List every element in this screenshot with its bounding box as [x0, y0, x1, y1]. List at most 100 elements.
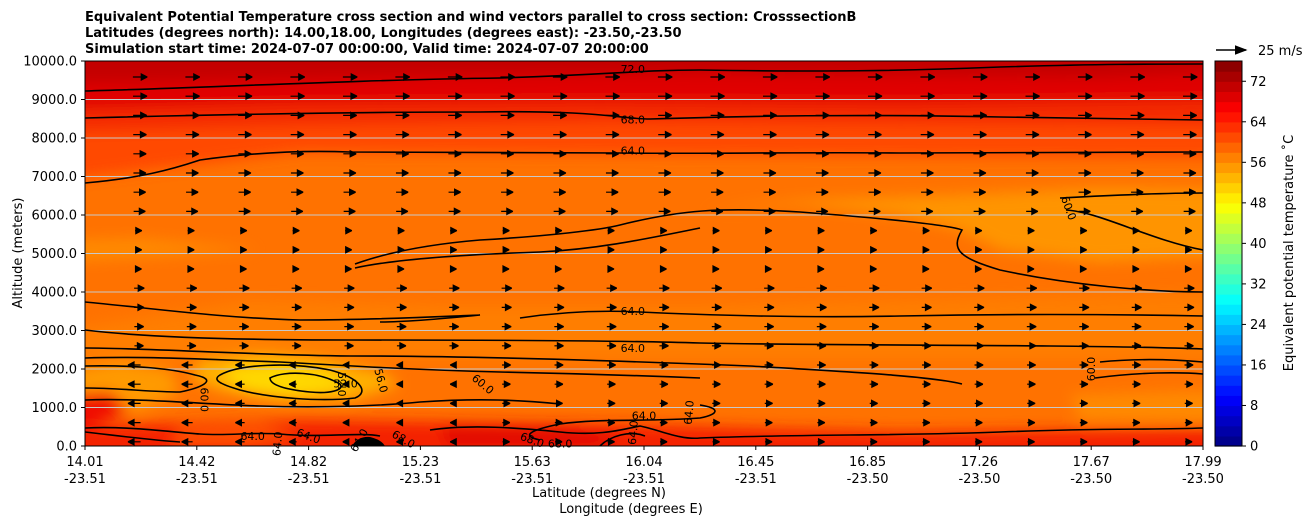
wind-vector: [1184, 380, 1194, 389]
wind-vector: [290, 169, 304, 177]
x-tick-label-lon: -23.50: [1070, 472, 1112, 487]
wind-vector: [448, 130, 462, 139]
colorbar-segment: [1215, 435, 1242, 447]
wind-vector: [973, 188, 986, 197]
contour-64-upper: [85, 150, 1203, 184]
wind-vector: [1078, 111, 1092, 120]
wind-vector: [973, 130, 987, 139]
contour-label: 64.0: [682, 400, 697, 426]
wind-vector: [1078, 149, 1092, 158]
colorbar-segment: [1215, 61, 1242, 72]
wind-vector: [291, 322, 302, 331]
x-tick-label-lat: 14.82: [290, 455, 327, 470]
wind-vector: [553, 207, 566, 216]
wind-vector: [395, 169, 409, 177]
wind-vector: [240, 245, 247, 254]
colorbar-segment: [1215, 121, 1242, 133]
wind-vector: [1079, 380, 1089, 389]
wind-vector: [658, 92, 673, 101]
wind-vector: [870, 245, 877, 254]
contour-label: 52.0: [335, 372, 348, 397]
wind-vector: [1185, 245, 1192, 254]
contour-label: 64.0: [621, 305, 646, 318]
contour-64-low: [85, 398, 561, 408]
wind-vector: [658, 111, 672, 120]
wind-vector: [607, 361, 616, 369]
wind-vector: [290, 111, 305, 120]
wind-vector: [1131, 322, 1142, 331]
colorbar-tick-label: 32: [1250, 277, 1267, 292]
colorbar-segment: [1215, 101, 1242, 113]
contour-60-right-top: [1059, 192, 1203, 199]
wind-vector: [920, 111, 935, 120]
wind-vector: [554, 418, 563, 427]
wind-vector: [288, 437, 297, 446]
wind-vector: [185, 149, 199, 158]
wind-vector: [133, 207, 146, 216]
wind-vector: [868, 207, 881, 216]
colorbar-segment: [1215, 294, 1242, 305]
wind-vector: [1079, 284, 1090, 293]
y-tick-label: 2000.0: [32, 363, 78, 378]
wind-vector: [1184, 303, 1195, 312]
wind-vector: [395, 92, 410, 101]
wind-vector: [816, 284, 828, 293]
colorbar-segment: [1215, 344, 1242, 356]
wind-vector: [1025, 130, 1040, 139]
y-gridlines: [85, 99, 1203, 408]
wind-vector: [606, 322, 617, 331]
y-tick-label: 1000.0: [32, 401, 78, 416]
wind-vector: [659, 284, 670, 293]
wind-vector: [235, 361, 245, 369]
wind-vector: [235, 418, 245, 427]
x-tick-label-lon: -23.51: [288, 472, 330, 487]
wind-vector: [815, 149, 829, 158]
wind-vector: [237, 73, 253, 81]
wind-vector: [554, 322, 564, 331]
wind-vector: [290, 149, 304, 158]
wind-vector: [449, 399, 457, 408]
wind-vector: [342, 437, 350, 446]
wind-vector: [1079, 361, 1089, 369]
wind-vector: [553, 92, 568, 101]
wind-vector: [1184, 284, 1195, 293]
wind-vector: [554, 284, 565, 293]
wind-vector: [1079, 265, 1087, 273]
wind-vector: [974, 418, 983, 427]
colorbar-tick-label: 24: [1250, 318, 1267, 333]
colorbar-segment: [1215, 253, 1242, 265]
wind-vector: [133, 92, 148, 101]
wind-vector: [764, 399, 773, 408]
wind-vector: [1025, 111, 1040, 120]
wind-vector: [181, 380, 193, 389]
colorbar-segment: [1215, 111, 1242, 123]
contour-label: 64.0: [621, 342, 646, 355]
wind-vector: [132, 73, 148, 81]
wind-vector: [1027, 399, 1036, 408]
colorbar-segment: [1215, 405, 1242, 417]
contour-label: 60.0: [1085, 357, 1098, 382]
wind-vector: [920, 169, 934, 177]
wind-vector: [605, 92, 620, 101]
wind-vector: [1131, 341, 1142, 350]
wind-vector: [290, 73, 306, 81]
wind-vector: [973, 169, 987, 177]
wind-vector: [239, 341, 249, 350]
contour-60-right-low: [1094, 358, 1203, 379]
wind-vector: [134, 322, 144, 331]
contour-64-d: [599, 432, 646, 446]
x-tick-label-lon: -23.51: [176, 472, 218, 487]
wind-vector: [660, 226, 668, 235]
wind-vector: [607, 437, 615, 446]
wind-vector: [186, 188, 199, 197]
colorbar-segment: [1215, 425, 1242, 437]
wind-vector: [1130, 169, 1144, 177]
contour-label: 64.0: [632, 410, 657, 423]
wind-vector: [1183, 169, 1197, 177]
wind-vector: [186, 341, 197, 350]
wind-vector: [134, 284, 145, 293]
wind-vector: [396, 361, 404, 369]
wind-vector: [659, 437, 668, 446]
wind-vector: [448, 111, 462, 120]
